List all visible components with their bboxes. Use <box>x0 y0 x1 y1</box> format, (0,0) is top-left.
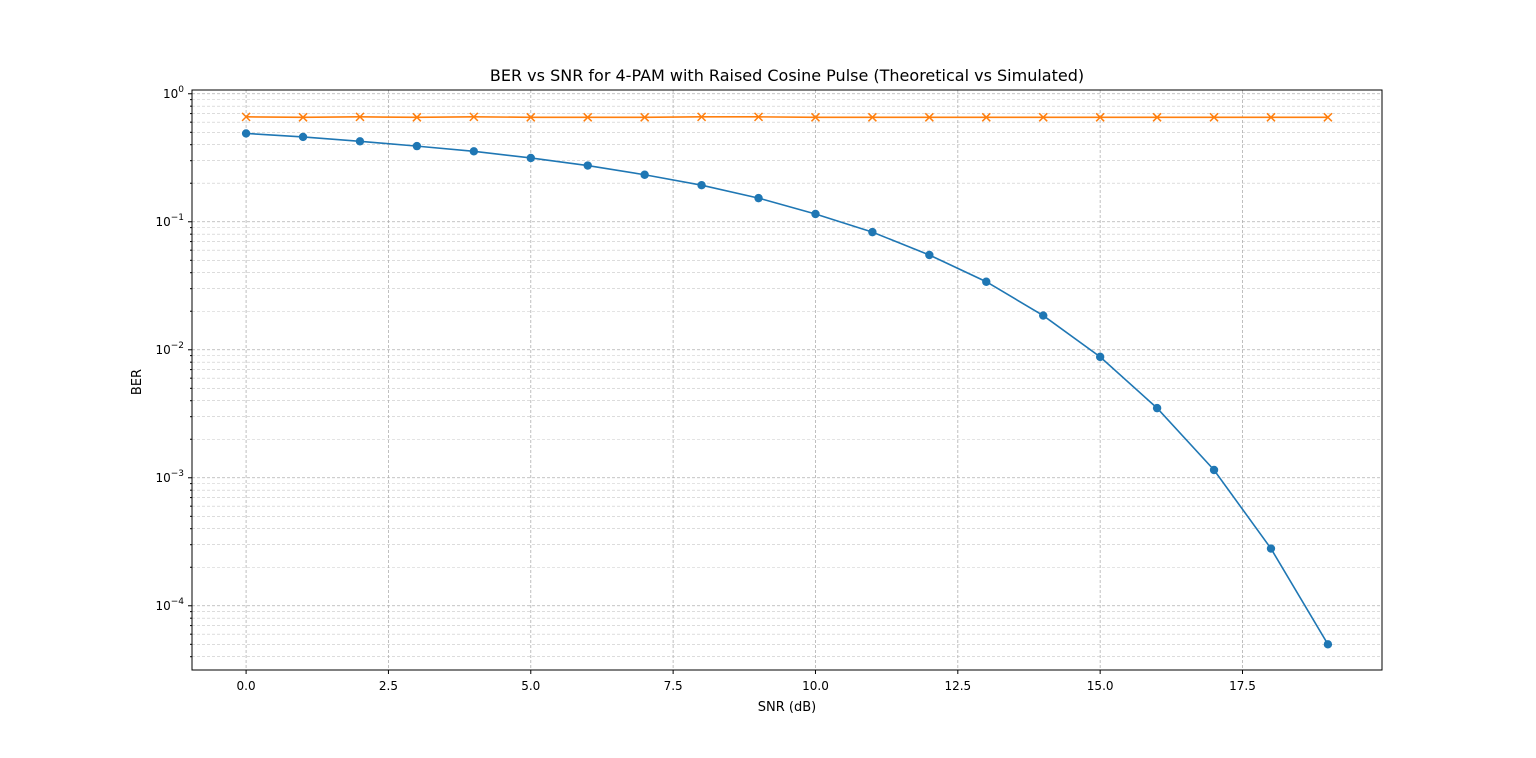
series-1-point <box>697 181 705 189</box>
series-1-point <box>925 251 933 259</box>
y-tick-label: 100 <box>163 85 184 101</box>
y-axis-label: BER <box>130 369 145 395</box>
series-1-point <box>640 171 648 179</box>
series-1-point <box>811 210 819 218</box>
series-1-line <box>246 133 1328 644</box>
y-tick-label: 10−2 <box>155 341 184 357</box>
series-1-point <box>413 142 421 150</box>
grid <box>192 90 1382 670</box>
x-tick-label: 17.5 <box>1229 679 1256 693</box>
y-tick-label: 10−1 <box>155 213 184 229</box>
series-1-point <box>1096 353 1104 361</box>
y-tick-label: 10−4 <box>155 597 184 613</box>
x-tick-label: 2.5 <box>379 679 398 693</box>
axes-frame <box>192 90 1382 670</box>
x-tick-label: 7.5 <box>664 679 683 693</box>
series-1-point <box>982 278 990 286</box>
series-1-point <box>1210 466 1218 474</box>
plot-area <box>242 113 1332 649</box>
series-1-point <box>527 154 535 162</box>
series-1-point <box>1267 544 1275 552</box>
series-1-point <box>470 147 478 155</box>
series-1-point <box>242 129 250 137</box>
series-1-point <box>754 194 762 202</box>
x-axis-label: SNR (dB) <box>758 700 816 715</box>
series-1-point <box>1039 311 1047 319</box>
series-1-point <box>1324 640 1332 648</box>
x-tick-label: 0.0 <box>237 679 256 693</box>
y-tick-label: 10−3 <box>155 469 184 485</box>
series-1-point <box>584 161 592 169</box>
x-tick-label: 5.0 <box>521 679 540 693</box>
x-tick-label: 10.0 <box>802 679 829 693</box>
series-1-point <box>356 137 364 145</box>
ticks: 10−4 10−3 10−2 10−1 100 0.0 2.5 5.0 7.5 10.0 12.5 1… <box>155 85 1255 693</box>
series-1-point <box>868 228 876 236</box>
series-1-point <box>1153 404 1161 412</box>
x-tick-label: 12.5 <box>944 679 971 693</box>
series-1-point <box>299 133 307 141</box>
x-tick-label: 15.0 <box>1087 679 1114 693</box>
chart-title: BER vs SNR for 4-PAM with Raised Cosine … <box>490 66 1084 85</box>
